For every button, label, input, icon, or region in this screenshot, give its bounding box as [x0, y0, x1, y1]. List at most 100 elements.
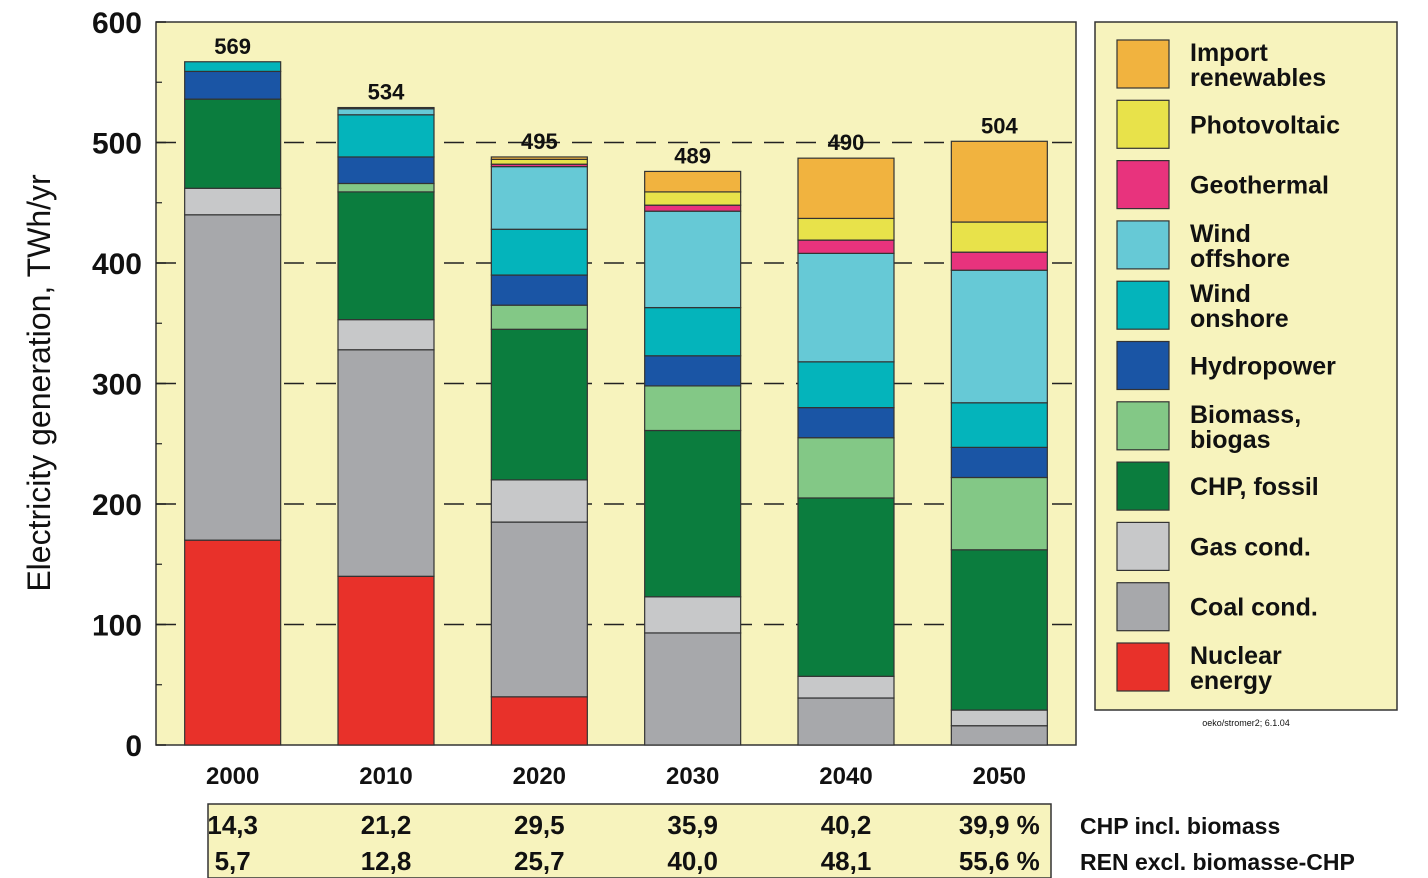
bar-segment-chp-fossil-2020 [490, 328, 588, 481]
bar-segment-biomass-biogas-2050 [950, 476, 1048, 551]
total-label: 495 [521, 129, 558, 154]
table-cell: 14,3 [207, 810, 258, 840]
bar-segment-wind-onshore-2000 [184, 61, 282, 73]
bar-segment-hydropower-2000 [184, 70, 282, 100]
bar-segment-biomass-biogas-2010 [337, 182, 435, 193]
bar-segment-coal-cond--2010 [337, 349, 435, 577]
y-tick-label: 600 [92, 7, 142, 40]
bar-segment-coal-cond--2030 [644, 632, 742, 746]
bar-segment-wind-offshore-2030 [644, 210, 742, 309]
bar-segment-gas-cond--2020 [490, 479, 588, 523]
total-label: 569 [214, 34, 251, 59]
bar-segment-chp-fossil-2050 [950, 549, 1048, 711]
x-tick-label: 2020 [513, 763, 566, 790]
table-cell: 12,8 [361, 846, 412, 876]
bar-segment-biomass-biogas-2030 [644, 385, 742, 432]
bar-segment-chp-fossil-2000 [184, 98, 282, 189]
legend-label: CHP, fossil [1190, 473, 1319, 501]
table-cell: 39,9 % [959, 810, 1040, 840]
data-table: 14,3 5,7 21,2 12,8 29,5 25,7 35,9 40,0 40,2 48,1 3… [207, 810, 1354, 876]
bar-segment-chp-fossil-2010 [337, 191, 435, 321]
legend-label: Hydropower [1190, 353, 1336, 381]
bar-segment-biomass-biogas-2040 [797, 437, 895, 499]
bar-segment-import-renewables-2020 [490, 156, 588, 160]
gridlines [156, 141, 1076, 626]
legend-label: Nuclear [1190, 642, 1282, 670]
legend-swatch [1116, 220, 1170, 270]
bar-segment-gas-cond--2010 [337, 319, 435, 351]
bar-segment-coal-cond--2040 [797, 697, 895, 746]
legend-swatch [1116, 461, 1170, 511]
bar-segment-import-renewables-2030 [644, 170, 742, 193]
legend-swatch [1116, 280, 1170, 330]
bar-segment-chp-fossil-2030 [644, 429, 742, 598]
y-tick-label: 0 [125, 730, 142, 763]
legend-swatch [1116, 582, 1170, 632]
total-label: 534 [368, 80, 405, 105]
bar-segment-chp-fossil-2040 [797, 497, 895, 677]
legend-label: Coal cond. [1190, 594, 1318, 622]
y-tick-label: 300 [92, 369, 142, 402]
bar-segment-hydropower-2030 [644, 355, 742, 387]
legend-label: offshore [1190, 245, 1290, 273]
x-tick-label: 2010 [359, 763, 412, 790]
bar-segment-wind-offshore-2010 [337, 108, 435, 116]
table-cell: 25,7 [514, 846, 565, 876]
legend-label: renewables [1190, 64, 1326, 92]
bar-segment-nuclear-energy-2000 [184, 539, 282, 746]
bar-segment-import-renewables-2040 [797, 157, 895, 220]
bar-segment-photovoltaic-2050 [950, 221, 1048, 253]
bar-segment-wind-onshore-2010 [337, 114, 435, 158]
legend-swatch [1116, 39, 1170, 89]
table-cell: 29,5 [514, 810, 565, 840]
legend-swatch [1116, 401, 1170, 451]
table-cell: 48,1 [821, 846, 872, 876]
total-label: 490 [828, 130, 865, 155]
bar-segment-wind-onshore-2030 [644, 306, 742, 357]
legend-label: Gas cond. [1190, 533, 1311, 561]
legend-label: Wind [1190, 280, 1251, 308]
legend-label: energy [1190, 667, 1272, 695]
y-tick-label: 500 [92, 128, 142, 161]
bar-segment-gas-cond--2050 [950, 709, 1048, 727]
credit-text: oeko/stromer2; 6.1.04 [1202, 718, 1290, 728]
bar-segment-photovoltaic-2030 [644, 191, 742, 206]
y-axis-ticks: 0 100 200 300 400 500 600 [92, 7, 166, 763]
table-cell: 5,7 [215, 846, 251, 876]
legend-swatch [1116, 99, 1170, 149]
table-cell: 21,2 [361, 810, 412, 840]
bar-segment-gas-cond--2030 [644, 596, 742, 634]
bar-segment-photovoltaic-2010 [337, 106, 435, 110]
bar-segment-coal-cond--2000 [184, 214, 282, 541]
bar-segment-geothermal-2050 [950, 251, 1048, 271]
legend-swatch [1116, 521, 1170, 572]
legend-swatch [1116, 642, 1170, 692]
bar-segment-wind-onshore-2040 [797, 361, 895, 409]
legend-swatch [1116, 340, 1170, 391]
bar-segment-geothermal-2040 [797, 239, 895, 254]
x-tick-label: 2000 [206, 763, 259, 790]
bar-segment-coal-cond--2050 [950, 725, 1048, 746]
bar-segment-hydropower-2020 [490, 274, 588, 306]
x-axis-ticks: 2000 2010 2020 2030 2040 2050 [206, 763, 1026, 790]
legend-label: Wind [1190, 220, 1251, 248]
table-cell: 35,9 [667, 810, 718, 840]
legend-label: Geothermal [1190, 172, 1329, 200]
bar-segment-wind-offshore-2040 [797, 252, 895, 363]
bar-segment-hydropower-2050 [950, 446, 1048, 479]
bar-segment-wind-onshore-2050 [950, 402, 1048, 448]
bar-segment-nuclear-energy-2020 [490, 696, 588, 746]
legend-swatch [1116, 160, 1170, 210]
y-tick-label: 400 [92, 248, 142, 281]
y-tick-label: 200 [92, 489, 142, 522]
legend-label: Photovoltaic [1190, 111, 1340, 139]
total-label: 504 [981, 113, 1018, 138]
bars [184, 61, 1048, 746]
x-tick-label: 2030 [666, 763, 719, 790]
legend-label: onshore [1190, 305, 1289, 333]
total-label: 489 [674, 143, 711, 168]
table-cell: 55,6 % [959, 846, 1040, 876]
bar-segment-hydropower-2010 [337, 156, 435, 185]
bar-segment-wind-offshore-2050 [950, 269, 1048, 404]
